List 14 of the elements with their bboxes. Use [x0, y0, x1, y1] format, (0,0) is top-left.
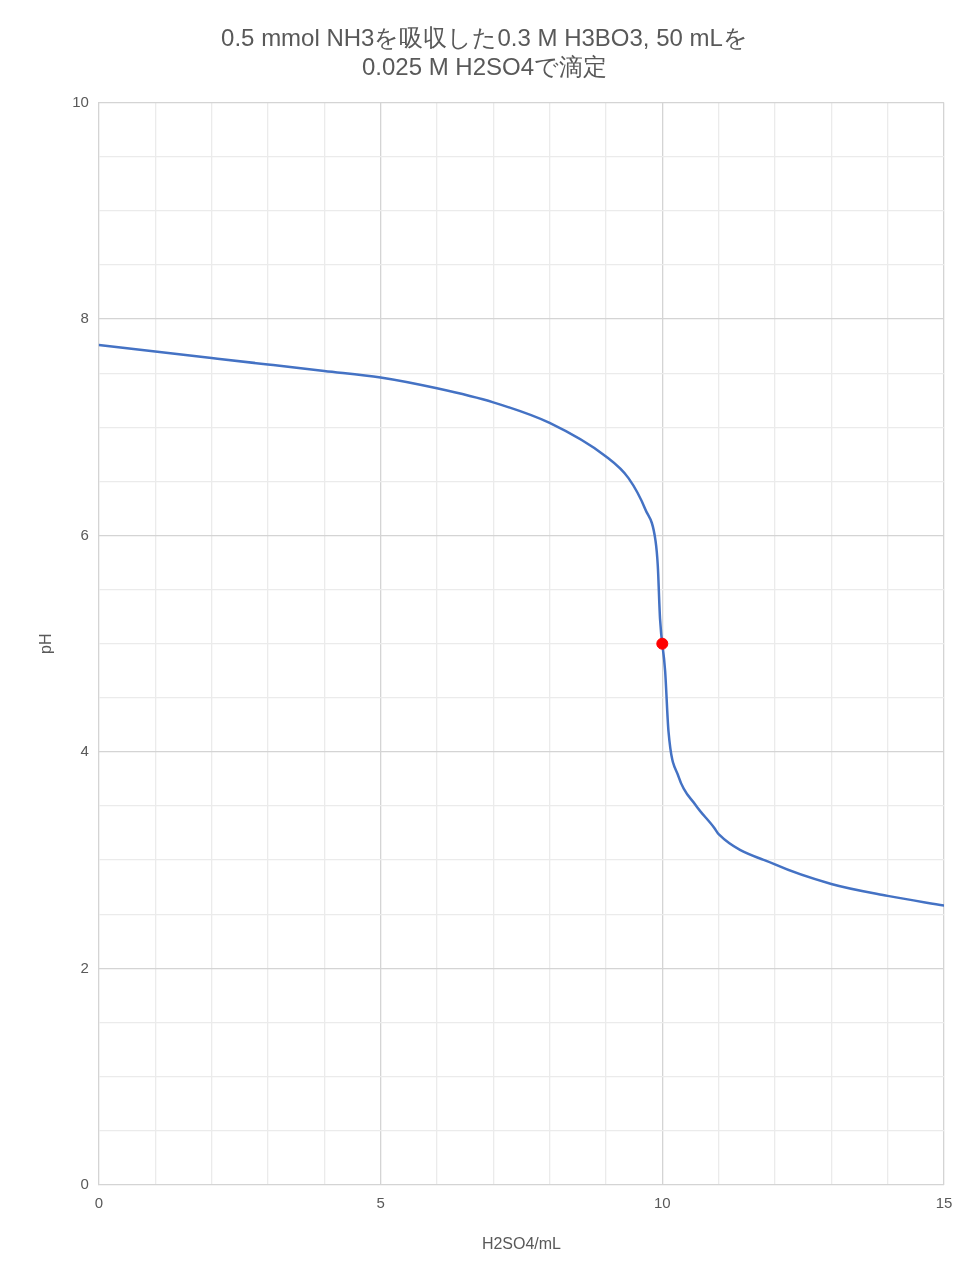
y-tick-label: 10 [72, 92, 89, 110]
x-tick-label: 5 [376, 1193, 385, 1211]
x-tick-label: 0 [94, 1193, 104, 1211]
y-tick-label: 6 [80, 525, 89, 543]
x-tick-label: 15 [935, 1193, 953, 1211]
line-series [98, 343, 944, 907]
y-tick-label: 8 [80, 309, 89, 327]
x-tick-label: 10 [653, 1193, 671, 1211]
chart-title: 0.5 mmol NH3を吸収した0.3 M H3BO3, 50 mLを 0.025 M H2SO4で滴定 [221, 24, 748, 80]
y-tick-label: 2 [80, 958, 89, 976]
y-tick-label: 0 [80, 1174, 89, 1192]
y-tick-label: 4 [80, 742, 89, 760]
x-axis-title: H2SO4/mL [481, 1234, 562, 1252]
y-axis-title: pH [37, 633, 55, 654]
